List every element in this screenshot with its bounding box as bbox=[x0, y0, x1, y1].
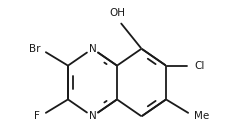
Text: N: N bbox=[89, 44, 96, 54]
Text: OH: OH bbox=[109, 8, 125, 18]
Text: F: F bbox=[34, 111, 40, 121]
Text: Br: Br bbox=[29, 44, 40, 54]
Text: Cl: Cl bbox=[194, 61, 204, 71]
Text: Me: Me bbox=[194, 111, 209, 121]
Text: N: N bbox=[89, 111, 96, 121]
